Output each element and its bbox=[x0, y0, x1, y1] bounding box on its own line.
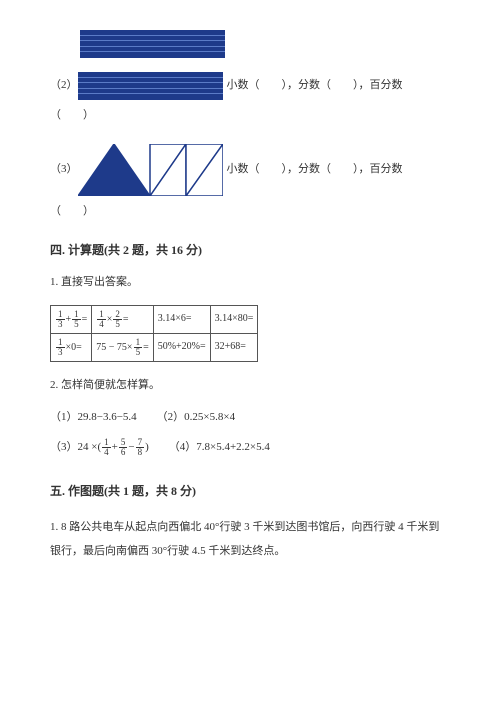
triangles-fig bbox=[78, 144, 223, 196]
section5-title: 五. 作图题(共 1 题，共 8 分) bbox=[50, 481, 450, 503]
q2-labels: 小数（ ），分数（ ），百分数 bbox=[227, 76, 403, 96]
q3-blank: （ ） bbox=[50, 202, 450, 222]
calc-list-row2: （3）24 ×(14+56−78) （4）7.8×5.4+2.2×5.4 bbox=[50, 438, 450, 464]
calc-cell: 13+15= bbox=[51, 305, 92, 333]
calc-cell: 32+68= bbox=[210, 333, 258, 361]
calc-item: （3）24 ×(14+56−78) bbox=[50, 438, 149, 458]
calc-cell: 3.14×80= bbox=[210, 305, 258, 333]
section4-title: 四. 计算题(共 2 题，共 16 分) bbox=[50, 240, 450, 262]
calc-list-row1: （1）29.8−3.6−5.4 （2）0.25×5.8×4 bbox=[50, 408, 450, 434]
q3-line: （3） 小数（ ），分数（ ），百分数 bbox=[50, 144, 450, 196]
q2-block: （2） 小数（ ），分数（ ），百分数 （ ） bbox=[50, 30, 450, 126]
q3-labels: 小数（ ），分数（ ），百分数 bbox=[227, 160, 403, 180]
calc-item: （2）0.25×5.8×4 bbox=[157, 408, 235, 428]
s4-q2-prompt: 2. 怎样简便就怎样算。 bbox=[50, 376, 450, 396]
calc-item: （4）7.8×5.4+2.2×5.4 bbox=[169, 438, 270, 458]
calc-cell: 14×25= bbox=[92, 305, 153, 333]
q3-num: （3） bbox=[50, 160, 78, 180]
calc-item: （1）29.8−3.6−5.4 bbox=[50, 408, 137, 428]
calc-cell: 75 − 75×15= bbox=[92, 333, 153, 361]
q2-fig-standalone bbox=[80, 30, 450, 58]
q2-line: （2） 小数（ ），分数（ ），百分数 bbox=[50, 72, 450, 100]
stripe-rect-fig-2 bbox=[78, 72, 223, 100]
q2-num: （2） bbox=[50, 76, 78, 96]
calc-table: 13+15=14×25=3.14×6=3.14×80= 13×0=75 − 75×… bbox=[50, 305, 258, 362]
s5-q1: 1. 8 路公共电车从起点向西偏北 40°行驶 3 千米到达图书馆后，向西行驶 … bbox=[50, 515, 450, 563]
calc-cell: 50%+20%= bbox=[153, 333, 210, 361]
stripe-rect-fig bbox=[80, 30, 225, 58]
q2-blank: （ ） bbox=[50, 106, 450, 126]
calc-cell: 13×0= bbox=[51, 333, 92, 361]
q3-block: （3） 小数（ ），分数（ ），百分数 （ ） bbox=[50, 144, 450, 222]
s4-q1-prompt: 1. 直接写出答案。 bbox=[50, 273, 450, 293]
calc-cell: 3.14×6= bbox=[153, 305, 210, 333]
